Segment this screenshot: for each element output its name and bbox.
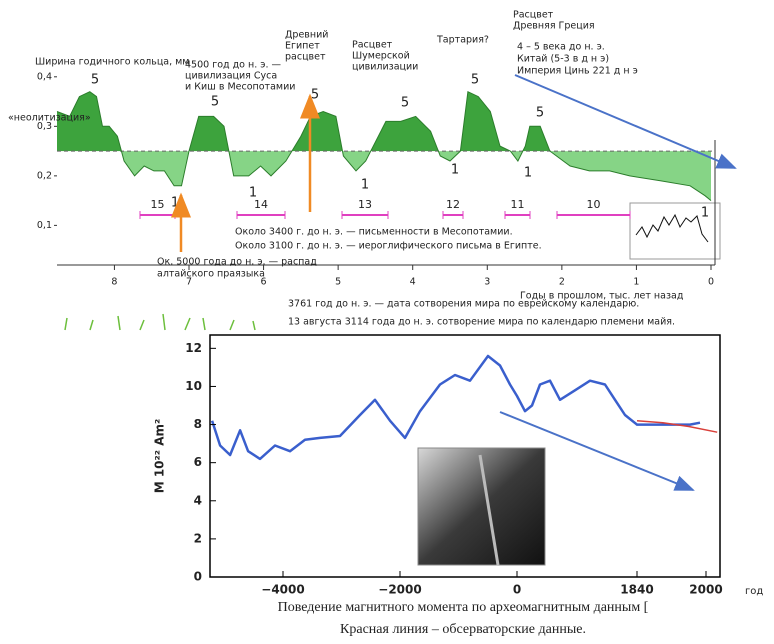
cycle-label: 5 xyxy=(401,96,409,111)
cycle-label: 5 xyxy=(211,95,219,110)
x-tick-label: −2000 xyxy=(378,583,421,597)
cycle-label: 1 xyxy=(361,178,369,193)
annotation: Египет xyxy=(285,41,320,52)
annotation: алтайского праязыка xyxy=(157,269,265,280)
x-tick-label: 1840 xyxy=(620,583,653,597)
period-label: 10 xyxy=(587,198,601,211)
annotation: Около 3100 г. до н. э. — иероглифическог… xyxy=(235,241,542,252)
annotation: расцвет xyxy=(285,52,326,63)
y-axis-title: M 10²² Am² xyxy=(153,419,167,494)
x-tick-label: 3 xyxy=(484,277,490,288)
y-tick-label: 6 xyxy=(194,455,202,469)
x-tick-label: 7 xyxy=(186,277,192,288)
period-label: 15 xyxy=(151,198,165,211)
y-axis-title: Ширина годичного кольца, мм xyxy=(35,57,189,68)
x-tick-label: −4000 xyxy=(261,583,304,597)
annotation: 4500 год до н. э. — xyxy=(185,60,281,71)
y-tick-label: 2 xyxy=(194,531,202,545)
caption: Красная линия – обсерваторские данные. xyxy=(340,622,586,637)
caption: Поведение магнитного момента по археомаг… xyxy=(278,600,649,615)
x-tick-label: 0 xyxy=(513,583,521,597)
cycle-label: 1 xyxy=(451,163,459,178)
period-label: 13 xyxy=(358,198,372,211)
annotation: Тартария? xyxy=(436,35,489,46)
ring-width-line xyxy=(56,90,712,201)
x-tick-label: 2000 xyxy=(689,583,722,597)
annotation: Древний xyxy=(285,30,328,41)
y-tick-label: 0,1 xyxy=(37,220,52,231)
annotation: 13 августа 3114 года до н. э. сотворение… xyxy=(288,317,675,328)
annotation: Ок. 5000 года до н. э. — распад xyxy=(157,257,317,268)
area-above xyxy=(57,91,711,152)
annotation: Около 3400 г. до н. э. — письменности в … xyxy=(235,227,513,238)
period-label: 12 xyxy=(446,198,460,211)
x-tick-label: 1 xyxy=(633,277,639,288)
annotation: «неолитизация» xyxy=(8,113,91,124)
cycle-label: 1 xyxy=(249,186,257,201)
cycle-label: 5 xyxy=(91,73,99,88)
annotation: и Киш в Месопотамии xyxy=(185,82,295,93)
y-tick-label: 10 xyxy=(185,379,202,393)
plot-frame xyxy=(209,334,721,578)
cycle-label: 5 xyxy=(471,73,479,88)
y-tick-label: 4 xyxy=(194,493,202,507)
x-tick-label: 4 xyxy=(410,277,416,288)
moment-line xyxy=(210,354,701,461)
annotation: Расцвет xyxy=(513,10,554,21)
inset-chart xyxy=(629,202,721,260)
y-tick-label: 8 xyxy=(194,417,202,431)
cycle-label: 1 xyxy=(524,166,532,181)
y-tick-label: 0,2 xyxy=(37,170,52,181)
annotation: Шумерской xyxy=(352,51,410,62)
annotation: Империя Цинь 221 д н э xyxy=(517,66,638,77)
grass-decoration xyxy=(64,313,256,331)
x-tick-label: 2 xyxy=(559,277,565,288)
cycle-label: 1 xyxy=(701,206,709,221)
x-axis-title: год xyxy=(745,586,763,597)
annotation: цивилизация Суса xyxy=(185,71,277,82)
y-tick-label: 0,3 xyxy=(37,121,52,132)
y-tick-label: 0,4 xyxy=(37,71,52,82)
annotation: 3761 год до н. э. — дата сотворения мира… xyxy=(288,299,639,310)
x-tick-label: 0 xyxy=(708,277,714,288)
cycle-label: 5 xyxy=(311,88,319,103)
arrow xyxy=(514,74,737,169)
annotation: цивилизации xyxy=(352,62,418,73)
x-tick-label: 5 xyxy=(335,277,341,288)
inset-curve xyxy=(635,213,709,243)
cycle-label: 1 xyxy=(171,196,179,211)
y-tick-label: 0 xyxy=(194,570,202,584)
arrow xyxy=(499,411,695,491)
cycle-label: 5 xyxy=(536,106,544,121)
period-label: 11 xyxy=(511,198,525,211)
annotation: Древняя Греция xyxy=(513,21,595,32)
x-tick-label: 8 xyxy=(111,277,117,288)
annotation: Китай (5-3 в д н э) xyxy=(517,54,609,65)
period-label: 14 xyxy=(254,198,268,211)
x-axis-title: Годы в прошлом, тыс. лет назад xyxy=(520,291,684,302)
x-tick-label: 6 xyxy=(261,277,267,288)
moment-line xyxy=(636,419,718,433)
photo-ladder xyxy=(478,454,500,566)
y-tick-label: 12 xyxy=(185,341,202,355)
annotation: Расцвет xyxy=(352,40,393,51)
annotation: 4 – 5 века до н. э. xyxy=(517,42,605,53)
area-below xyxy=(121,151,711,201)
